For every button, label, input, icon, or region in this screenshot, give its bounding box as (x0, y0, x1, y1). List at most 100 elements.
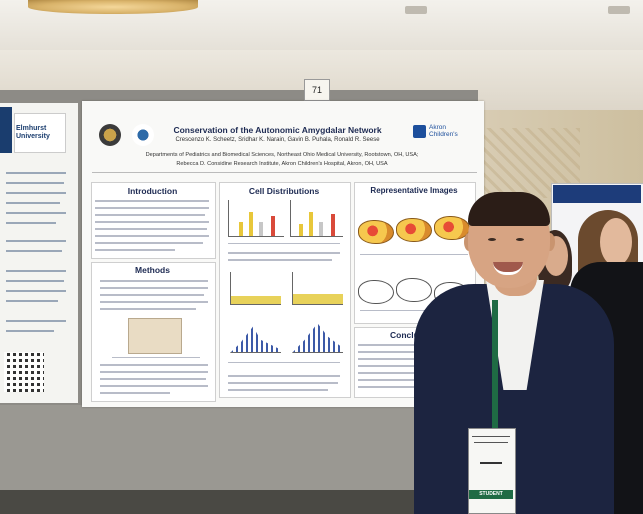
text-line (228, 389, 328, 391)
badge-name-line (480, 462, 502, 464)
text-line (228, 375, 340, 377)
text-line (6, 330, 54, 332)
badge-role: STUDENT (469, 490, 513, 499)
bar (239, 222, 243, 236)
text-line (6, 290, 66, 292)
text-line (6, 240, 66, 242)
text-line (100, 371, 208, 373)
poster-board-lower (0, 405, 478, 495)
bar (319, 222, 323, 236)
badge-header-line (474, 442, 508, 443)
text-line (6, 222, 56, 224)
text-line (100, 364, 208, 366)
chandelier (28, 0, 198, 14)
text-line (358, 372, 462, 374)
poster-title: Conservation of the Autonomic Amygdalar … (173, 125, 382, 135)
hospital-logo-icon (413, 125, 426, 138)
text-line (6, 280, 64, 282)
section-heading: Introduction (127, 186, 178, 196)
caption-line (228, 362, 340, 363)
text-line (6, 192, 66, 194)
bar (249, 212, 253, 236)
neighbor-poster-color-strip (0, 107, 12, 153)
text-line (95, 228, 207, 230)
text-line (95, 249, 175, 251)
text-line (6, 172, 66, 174)
methods-figure (128, 318, 182, 354)
name-badge (468, 428, 516, 514)
distribution-plot (292, 272, 343, 305)
text-line (95, 200, 209, 202)
text-line (6, 182, 64, 184)
qr-code-icon (4, 352, 44, 392)
divider (92, 172, 477, 173)
introduction-section (91, 182, 216, 259)
text-line (100, 287, 208, 289)
text-line (100, 308, 196, 310)
text-line (228, 382, 338, 384)
poster-affiliation: Departments of Pediatrics and Biomedical… (145, 152, 419, 158)
text-line (100, 385, 208, 387)
student-smile (493, 262, 523, 275)
ceiling-vent (608, 6, 630, 14)
bar (271, 216, 275, 236)
text-line (100, 301, 208, 303)
text-line (100, 378, 206, 380)
text-line (6, 212, 66, 214)
student-ear (545, 233, 555, 251)
ceiling-vent (405, 6, 427, 14)
text-line (228, 252, 340, 254)
caption-line (360, 254, 468, 255)
text-line (358, 358, 466, 360)
poster-affiliation: Rebecca D. Considine Research Institute,… (176, 161, 388, 167)
text-line (100, 294, 204, 296)
institute-logo-icon (132, 124, 154, 146)
text-line (95, 221, 209, 223)
student-eye (488, 238, 496, 241)
background-poster-header (553, 185, 641, 203)
section-heading: Methods (135, 265, 170, 275)
text-line (6, 320, 66, 322)
bar (259, 222, 263, 236)
caption-line (360, 310, 468, 311)
section-heading: Conclusi (390, 330, 426, 340)
attendee-face (600, 218, 632, 266)
poster-authors: Crescenzo K. Scheetz, Sridhar K. Narain,… (175, 137, 380, 143)
brain-outline-image (396, 278, 432, 302)
text-line (6, 270, 66, 272)
badge-header-line (472, 436, 510, 437)
university-name: Elmhurst University (16, 125, 50, 140)
lanyard (486, 300, 504, 430)
university-logo (14, 113, 66, 153)
text-line (358, 386, 454, 388)
bar (309, 212, 313, 236)
bar (299, 224, 303, 236)
bar-chart-figure (290, 200, 343, 237)
student-hair (468, 192, 550, 226)
brain-section-image (396, 218, 432, 242)
text-line (6, 202, 60, 204)
text-line (6, 250, 62, 252)
text-line (228, 259, 332, 261)
student-eye (516, 238, 524, 241)
text-line (95, 242, 203, 244)
brain-outline-image (358, 280, 394, 304)
caption-line (112, 357, 200, 358)
section-heading: Representative Images (370, 186, 458, 195)
text-line (95, 207, 209, 209)
brain-section-image (358, 220, 394, 244)
section-heading: Cell Distributions (248, 186, 320, 196)
text-line (6, 300, 58, 302)
board-number-card: 71 (304, 79, 330, 101)
text-line (95, 235, 209, 237)
text-line (95, 214, 205, 216)
bar (331, 214, 335, 236)
distribution-plot (230, 272, 281, 305)
text-line (100, 280, 208, 282)
text-line (100, 392, 170, 394)
caption-line (228, 243, 340, 244)
poster-board-stand (0, 490, 478, 514)
hospital-logo-text: Akron Children's (429, 124, 458, 138)
bar-chart-figure (228, 200, 284, 237)
university-seal-icon (99, 124, 121, 146)
